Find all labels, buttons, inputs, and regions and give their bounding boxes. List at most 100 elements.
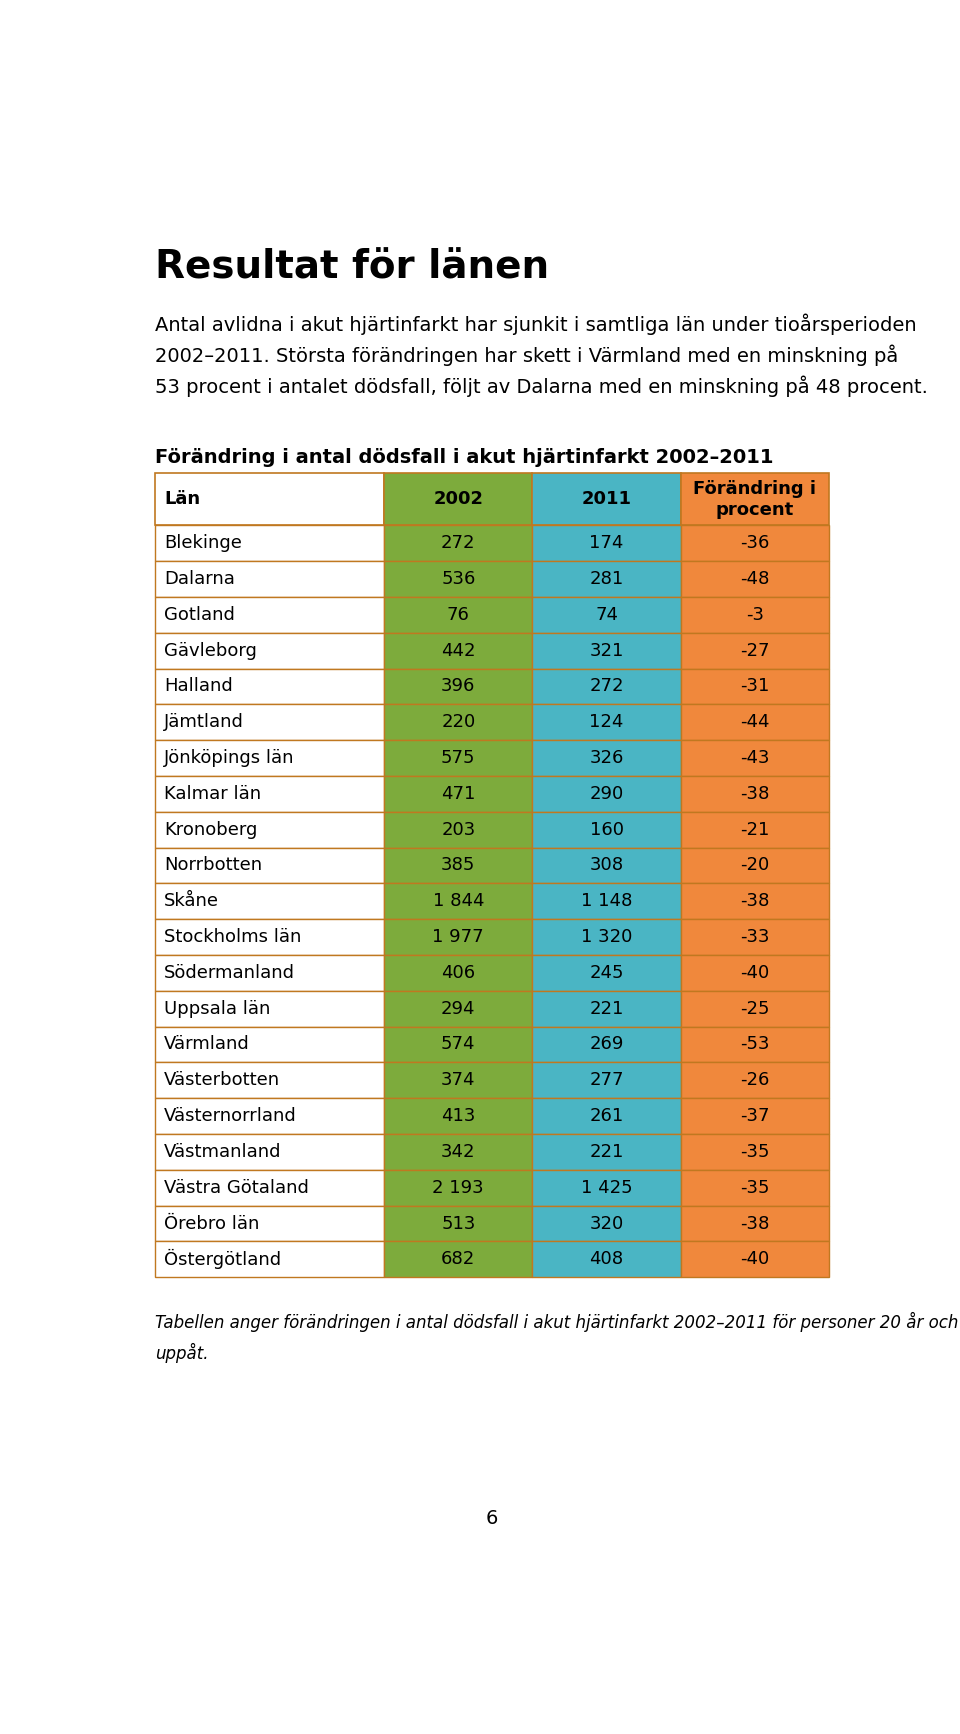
Text: Norrbotten: Norrbotten: [164, 857, 262, 874]
Text: Jönköpings län: Jönköpings län: [164, 749, 295, 766]
Bar: [384, 740, 533, 775]
Text: 174: 174: [589, 534, 624, 551]
Bar: [384, 704, 533, 740]
Text: Förändring i
procent: Förändring i procent: [693, 480, 816, 518]
Text: 1 320: 1 320: [581, 928, 633, 947]
Text: 281: 281: [589, 570, 624, 588]
Text: Gävleborg: Gävleborg: [164, 642, 257, 659]
Bar: [384, 883, 533, 919]
Bar: [384, 1063, 533, 1098]
Bar: [681, 775, 829, 812]
Bar: [533, 704, 681, 740]
Bar: [533, 740, 681, 775]
Bar: [384, 1098, 533, 1134]
Bar: [155, 848, 384, 883]
Text: 269: 269: [589, 1035, 624, 1054]
Bar: [681, 1027, 829, 1063]
Text: Dalarna: Dalarna: [164, 570, 235, 588]
Bar: [384, 596, 533, 633]
Text: Västerbotten: Västerbotten: [164, 1072, 280, 1089]
Text: 277: 277: [589, 1072, 624, 1089]
Text: 290: 290: [589, 786, 624, 803]
Bar: [384, 562, 533, 596]
Text: 221: 221: [589, 1001, 624, 1018]
Text: 245: 245: [589, 964, 624, 981]
Text: 272: 272: [589, 678, 624, 695]
Bar: [155, 704, 384, 740]
Text: 308: 308: [589, 857, 624, 874]
Text: 321: 321: [589, 642, 624, 659]
Text: 406: 406: [442, 964, 475, 981]
Bar: [155, 919, 384, 955]
Bar: [533, 596, 681, 633]
Text: -31: -31: [740, 678, 770, 695]
Bar: [155, 473, 384, 525]
Bar: [681, 596, 829, 633]
Text: 326: 326: [589, 749, 624, 766]
Bar: [155, 955, 384, 990]
Bar: [384, 525, 533, 562]
Bar: [533, 1027, 681, 1063]
Bar: [155, 1098, 384, 1134]
Bar: [533, 1242, 681, 1278]
Bar: [155, 775, 384, 812]
Text: -35: -35: [740, 1179, 770, 1196]
Bar: [681, 1098, 829, 1134]
Text: -3: -3: [746, 605, 764, 624]
Bar: [533, 633, 681, 669]
Text: 408: 408: [589, 1250, 624, 1268]
Bar: [681, 1170, 829, 1205]
Bar: [681, 740, 829, 775]
Text: -37: -37: [740, 1106, 770, 1125]
Text: 124: 124: [589, 713, 624, 732]
Text: 261: 261: [589, 1106, 624, 1125]
Text: Kronoberg: Kronoberg: [164, 820, 257, 839]
Text: Blekinge: Blekinge: [164, 534, 242, 551]
Text: 471: 471: [441, 786, 475, 803]
Text: -44: -44: [740, 713, 770, 732]
Text: 1 844: 1 844: [433, 893, 484, 910]
Text: 396: 396: [441, 678, 475, 695]
Bar: [533, 525, 681, 562]
Bar: [681, 1063, 829, 1098]
Bar: [533, 812, 681, 848]
Text: Tabellen anger förändringen i antal dödsfall i akut hjärtinfarkt 2002–2011 för p: Tabellen anger förändringen i antal döds…: [155, 1313, 958, 1332]
Text: -35: -35: [740, 1143, 770, 1160]
Text: Östergötland: Östergötland: [164, 1248, 281, 1269]
Text: 76: 76: [446, 605, 469, 624]
Bar: [384, 1027, 533, 1063]
Bar: [155, 562, 384, 596]
Bar: [533, 1205, 681, 1242]
Text: Västmanland: Västmanland: [164, 1143, 281, 1160]
Text: Förändring i antal dödsfall i akut hjärtinfarkt 2002–2011: Förändring i antal dödsfall i akut hjärt…: [155, 449, 774, 468]
Text: 2002: 2002: [433, 491, 483, 508]
Text: -38: -38: [740, 893, 770, 910]
Bar: [533, 990, 681, 1027]
Bar: [155, 525, 384, 562]
Bar: [155, 669, 384, 704]
Text: Län: Län: [164, 491, 201, 508]
Text: 442: 442: [441, 642, 475, 659]
Bar: [155, 633, 384, 669]
Text: Jämtland: Jämtland: [164, 713, 244, 732]
Bar: [533, 848, 681, 883]
Text: 294: 294: [441, 1001, 475, 1018]
Bar: [533, 562, 681, 596]
Bar: [533, 1098, 681, 1134]
Bar: [681, 812, 829, 848]
Text: -53: -53: [740, 1035, 770, 1054]
Bar: [384, 633, 533, 669]
Bar: [681, 704, 829, 740]
Text: 2 193: 2 193: [432, 1179, 484, 1196]
Text: 203: 203: [442, 820, 475, 839]
Text: 160: 160: [589, 820, 624, 839]
Bar: [681, 1205, 829, 1242]
Text: uppåt.: uppåt.: [155, 1342, 208, 1363]
Text: Västernorrland: Västernorrland: [164, 1106, 297, 1125]
Text: 575: 575: [441, 749, 475, 766]
Bar: [533, 669, 681, 704]
Text: Gotland: Gotland: [164, 605, 235, 624]
Bar: [533, 1134, 681, 1170]
Bar: [681, 525, 829, 562]
Bar: [384, 1205, 533, 1242]
